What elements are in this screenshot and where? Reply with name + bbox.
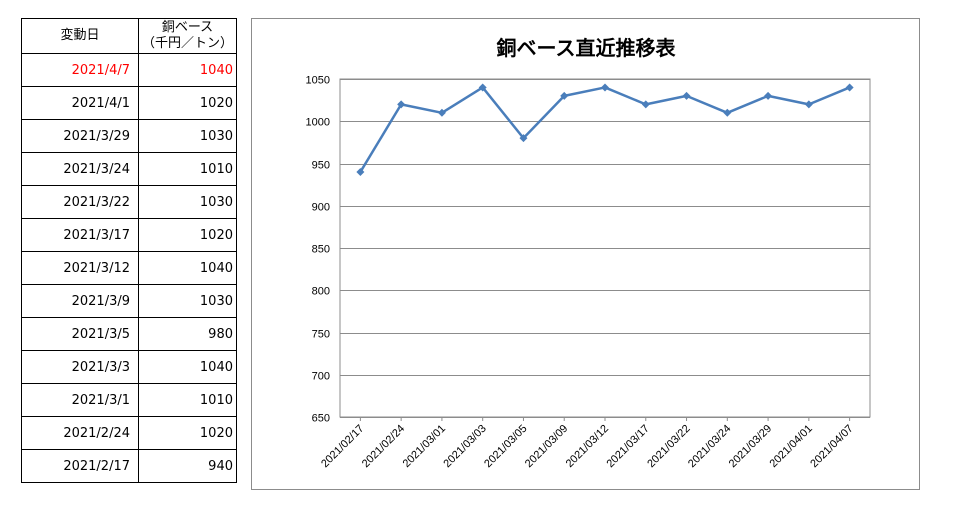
cell-date: 2021/3/5 <box>21 317 139 351</box>
table-row: 2021/3/1 1010 <box>21 383 237 417</box>
x-tick-label: 2021/03/09 <box>523 423 570 470</box>
cell-price: 1020 <box>138 86 237 120</box>
x-tick-label: 2021/03/17 <box>604 423 651 470</box>
data-point <box>601 83 609 92</box>
y-tick-label: 850 <box>312 244 330 256</box>
x-tick-label: 2021/02/24 <box>360 423 407 470</box>
table-row: 2021/3/17 1020 <box>21 218 237 252</box>
y-tick-label: 650 <box>312 413 330 425</box>
x-tick-label: 2021/04/01 <box>768 423 815 470</box>
cell-price: 1030 <box>138 284 237 318</box>
data-point <box>478 83 487 92</box>
cell-price: 1010 <box>138 152 237 186</box>
data-point <box>641 100 650 109</box>
cell-date: 2021/4/7 <box>21 53 139 87</box>
x-tick-label: 2021/03/03 <box>441 423 488 470</box>
cell-price: 1020 <box>138 416 237 450</box>
data-point <box>804 100 813 109</box>
x-tick-label: 2021/03/22 <box>645 423 692 470</box>
y-tick-label: 1050 <box>306 75 330 87</box>
table-row: 2021/3/12 1040 <box>21 251 237 285</box>
x-tick-label: 2021/04/07 <box>808 423 855 470</box>
header-date-label: 変動日 <box>60 28 100 43</box>
x-tick-label: 2021/03/01 <box>401 423 448 470</box>
table-row: 2021/2/24 1020 <box>21 416 237 450</box>
cell-date: 2021/3/1 <box>21 383 139 417</box>
table-row: 2021/4/1 1020 <box>21 86 237 120</box>
x-tick-label: 2021/03/12 <box>564 423 611 470</box>
cell-date: 2021/3/12 <box>21 251 139 285</box>
cell-date: 2021/3/9 <box>21 284 139 318</box>
cell-date: 2021/3/17 <box>21 218 139 252</box>
table-row: 2021/3/22 1030 <box>21 185 237 219</box>
header-price-label-line2: （千円／トン） <box>141 36 233 51</box>
grid-layer <box>339 78 871 421</box>
table-row: 2021/4/7 1040 <box>21 53 237 87</box>
series-line <box>359 86 851 173</box>
cell-date: 2021/4/1 <box>21 86 139 120</box>
line-chart: 銅ベース直近推移表 65070075080085090095010001050 … <box>306 36 871 470</box>
y-tick-label: 700 <box>312 371 330 383</box>
data-point <box>356 167 365 176</box>
data-point <box>764 91 773 100</box>
y-tick-label: 950 <box>312 160 330 172</box>
x-tick-label: 2021/02/17 <box>319 423 366 470</box>
cell-date: 2021/3/22 <box>21 185 139 219</box>
cell-date: 2021/3/29 <box>21 119 139 153</box>
header-date: 変動日 <box>21 18 139 54</box>
y-tick-label: 1000 <box>306 117 330 129</box>
table-header-row: 変動日 銅ベース （千円／トン） <box>21 18 237 54</box>
cell-date: 2021/3/24 <box>21 152 139 186</box>
cell-price: 1010 <box>138 383 237 417</box>
cell-price: 980 <box>138 317 237 351</box>
header-price: 銅ベース （千円／トン） <box>138 18 237 54</box>
data-point <box>723 108 732 117</box>
y-axis-ticks: 650 700 750 800 850 900 950 1000 1050 <box>306 75 330 425</box>
cell-price: 1040 <box>138 251 237 285</box>
header-price-label-line1: 銅ベース <box>161 20 214 35</box>
cell-price: 940 <box>138 449 237 483</box>
x-tick-label: 2021/03/29 <box>727 423 774 470</box>
x-axis-ticks: 2021/02/172021/02/242021/03/012021/03/03… <box>319 423 856 470</box>
table-row: 2021/3/3 1040 <box>21 350 237 384</box>
cell-price: 1040 <box>138 53 237 87</box>
data-point <box>519 134 528 143</box>
chart-area: 銅ベース直近推移表 650 700 750 800 850 900 950 1000 1050 … <box>251 18 920 490</box>
cell-date: 2021/2/17 <box>21 449 139 483</box>
data-point <box>845 83 854 92</box>
cell-date: 2021/3/3 <box>21 350 139 384</box>
x-tick-label: 2021/03/24 <box>686 423 733 470</box>
series-layer <box>356 83 854 176</box>
y-tick-label: 800 <box>312 286 330 298</box>
data-point <box>560 91 569 100</box>
table-row: 2021/3/9 1030 <box>21 284 237 318</box>
x-tick-label: 2021/03/05 <box>482 423 529 470</box>
price-table: 変動日 銅ベース （千円／トン） 2021/4/7 1040 2021/4/1 102… <box>21 18 237 483</box>
cell-price: 1020 <box>138 218 237 252</box>
data-point <box>437 108 446 117</box>
data-point <box>682 91 691 100</box>
y-tick-label: 750 <box>312 329 330 341</box>
y-tick-label: 900 <box>312 202 330 214</box>
table-row: 2021/3/29 1030 <box>21 119 237 153</box>
cell-date: 2021/2/24 <box>21 416 139 450</box>
table-row: 2021/3/24 1010 <box>21 152 237 186</box>
data-point <box>397 100 406 109</box>
cell-price: 1040 <box>138 350 237 384</box>
cell-price: 1030 <box>138 185 237 219</box>
price-table-body: 変動日 銅ベース （千円／トン） 2021/4/7 1040 2021/4/1 102… <box>21 18 237 483</box>
table-row: 2021/3/5 980 <box>21 317 237 351</box>
table-row: 2021/2/17 940 <box>21 449 237 483</box>
cell-price: 1030 <box>138 119 237 153</box>
chart-title: 銅ベース直近推移表 <box>497 36 677 60</box>
